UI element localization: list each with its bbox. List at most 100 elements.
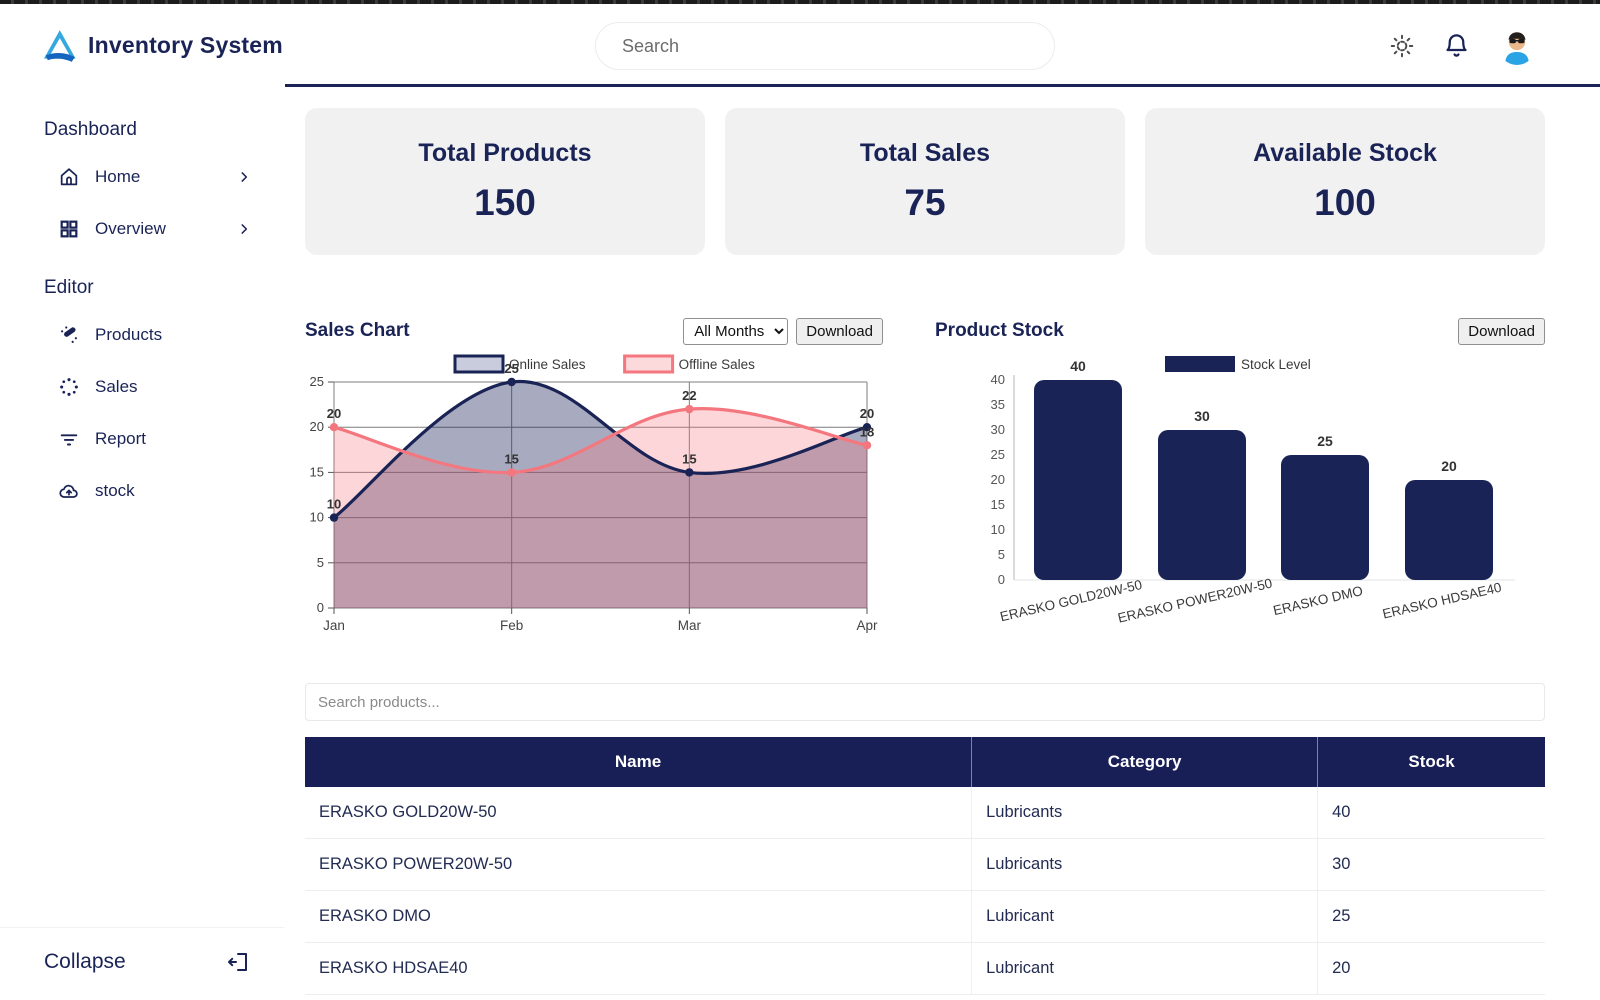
svg-text:10: 10: [327, 497, 341, 512]
column-header-name: Name: [305, 737, 973, 787]
svg-text:20: 20: [310, 419, 324, 434]
chevron-right-icon: [237, 222, 251, 236]
app-logo-icon: [43, 29, 76, 62]
column-header-stock: Stock: [1408, 752, 1455, 771]
table-cell: ERASKO HDSAE40: [305, 943, 973, 994]
stat-card-total-sales: Total Sales 75: [725, 108, 1125, 255]
sidebar-item-home[interactable]: Home: [44, 151, 285, 203]
svg-text:0: 0: [317, 600, 324, 615]
sidebar-item-label: Overview: [95, 219, 166, 238]
sidebar-item-products[interactable]: Products: [44, 309, 285, 361]
collapse-label: Collapse: [44, 950, 126, 973]
brand[interactable]: Inventory System: [40, 27, 283, 65]
sidebar-item-overview[interactable]: Overview: [44, 203, 285, 255]
cloud-upload-icon: [58, 480, 80, 502]
wand-icon: [58, 324, 80, 346]
svg-text:Offline Sales: Offline Sales: [679, 357, 756, 372]
table-row: ERASKO DMO Lubricant 25: [305, 891, 1545, 943]
table-row: ERASKO POWER20W-50 Lubricants 30: [305, 839, 1545, 891]
stat-value: 150: [474, 182, 536, 223]
chevron-right-icon: [237, 170, 251, 184]
svg-text:20: 20: [1441, 458, 1457, 474]
svg-text:ERASKO DMO: ERASKO DMO: [1272, 583, 1365, 618]
months-filter-select[interactable]: All Months: [683, 317, 789, 345]
spinner-icon: [58, 376, 80, 398]
app-title: Inventory System: [88, 32, 283, 58]
sidebar-section-editor: Editor: [44, 277, 94, 298]
home-icon: [58, 166, 80, 188]
sidebar-item-label: stock: [95, 481, 135, 500]
sales-download-button[interactable]: Download: [796, 317, 883, 345]
logout-icon: [228, 953, 247, 971]
product-stock-bar-chart: Stock Level 0 5 10 15 20 25 30 35 40 40 30 25 20 ERASK…: [991, 356, 1515, 626]
sidebar-section-dashboard: Dashboard: [44, 119, 137, 140]
table-cell: ERASKO GOLD20W-50: [305, 787, 973, 838]
notifications-button[interactable]: [1443, 32, 1470, 59]
user-avatar-image: [1498, 26, 1536, 65]
table-row: ERASKO HDSAE40 Lubricant 20: [305, 943, 1545, 995]
stock-download-button[interactable]: Download: [1458, 317, 1545, 345]
products-table: Name Category Stock ERASKO GOLD20W-50 Lubri…: [305, 737, 1545, 995]
svg-text:25: 25: [991, 447, 1005, 462]
stat-value: 75: [904, 182, 946, 223]
svg-text:30: 30: [991, 422, 1005, 437]
svg-text:22: 22: [682, 388, 696, 403]
svg-text:40: 40: [991, 372, 1005, 387]
sidebar-item-label: Products: [95, 325, 163, 344]
page-top-border: [0, 0, 1600, 4]
table-cell: 20: [1332, 959, 1351, 977]
stat-card-total-products: Total Products 150: [305, 108, 705, 255]
svg-text:Mar: Mar: [678, 618, 702, 633]
table-cell: Lubricants: [972, 839, 1319, 890]
sidebar-item-report[interactable]: Report: [44, 413, 285, 465]
table-cell: 30: [1332, 855, 1351, 873]
products-search-input[interactable]: [305, 683, 1545, 721]
svg-text:20: 20: [860, 406, 874, 421]
sales-chart-section: Sales Chart All Months Download 0 5 10 15 20…: [305, 315, 883, 649]
svg-text:20: 20: [327, 406, 341, 421]
collapse-sidebar-button[interactable]: Collapse: [44, 950, 250, 974]
table-cell: ERASKO POWER20W-50: [305, 839, 973, 890]
svg-text:25: 25: [1317, 433, 1333, 449]
filter-icon: [58, 428, 80, 450]
svg-text:25: 25: [504, 361, 518, 376]
theme-toggle-button[interactable]: [1389, 33, 1415, 59]
svg-text:20: 20: [991, 472, 1005, 487]
svg-text:10: 10: [310, 510, 324, 525]
svg-text:18: 18: [860, 424, 874, 439]
sidebar: Dashboard Home Overview Editor Products Sales…: [0, 87, 285, 1000]
header-divider: [285, 84, 1600, 87]
sidebar-item-stock[interactable]: stock: [44, 465, 285, 517]
user-avatar[interactable]: [1498, 26, 1536, 65]
svg-text:15: 15: [504, 451, 518, 466]
sidebar-item-sales[interactable]: Sales: [44, 361, 285, 413]
sales-chart-title: Sales Chart: [305, 320, 410, 341]
svg-text:15: 15: [682, 451, 696, 466]
sidebar-item-label: Report: [95, 429, 147, 448]
stat-label: Total Sales: [859, 139, 991, 167]
svg-text:Apr: Apr: [856, 618, 878, 633]
search-input[interactable]: [595, 22, 1055, 70]
svg-text:30: 30: [1194, 408, 1210, 424]
table-cell: 25: [1332, 907, 1351, 925]
stats-row: Total Products 150 Total Sales 75 Available …: [305, 108, 1545, 255]
svg-text:Feb: Feb: [500, 618, 523, 633]
svg-text:10: 10: [991, 522, 1005, 537]
table-header-row: Name Category Stock: [305, 737, 1545, 787]
stat-card-available-stock: Available Stock 100: [1145, 108, 1545, 255]
table-cell: Lubricant: [972, 891, 1319, 942]
sidebar-footer: Collapse: [0, 927, 284, 1000]
svg-text:Online Sales: Online Sales: [509, 357, 586, 372]
column-header-category: Category: [972, 737, 1319, 787]
sun-icon: [1390, 34, 1414, 57]
svg-text:ERASKO HDSAE40: ERASKO HDSAE40: [1381, 580, 1503, 622]
app-header: Inventory System: [0, 4, 1600, 87]
table-cell: Lubricants: [972, 787, 1319, 838]
main-content: Total Products 150 Total Sales 75 Available …: [285, 87, 1600, 1000]
svg-text:40: 40: [1070, 358, 1086, 374]
product-stock-section: Product Stock Download Stock Level 0 5 10 15…: [935, 315, 1545, 649]
svg-text:0: 0: [998, 572, 1005, 587]
product-stock-title: Product Stock: [935, 320, 1064, 341]
stat-value: 100: [1314, 182, 1376, 223]
